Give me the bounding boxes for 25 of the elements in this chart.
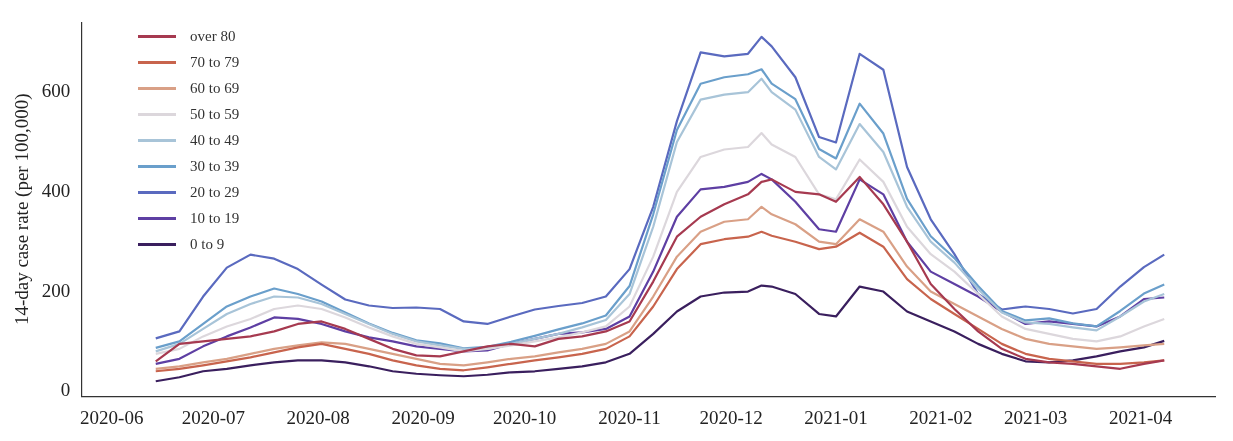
x-tick-label: 2020-07 [181,406,245,428]
legend-label: 70 to 79 [190,53,240,71]
y-axis-title: 14-day case rate (per 100,000) [11,93,34,326]
y-tick-label: 0 [60,379,71,401]
legend-label: 40 to 49 [190,131,240,149]
y-tick-label: 600 [41,80,71,102]
x-tick-label: 2021-03 [1003,406,1068,428]
legend-label: 30 to 39 [190,157,240,175]
y-tick-label: 200 [41,279,71,301]
legend-label: 50 to 59 [190,105,240,123]
x-tick-label: 2020-08 [286,406,350,428]
legend-label: over 80 [190,27,236,45]
legend-label: 0 to 9 [190,235,225,253]
x-tick-label: 2020-10 [492,406,557,428]
legend-label: 60 to 69 [190,79,240,97]
x-tick-label: 2020-06 [80,406,144,428]
legend-label: 10 to 19 [190,209,240,227]
x-tick-label: 2020-09 [391,406,455,428]
x-tick-label: 2020-12 [699,406,763,428]
x-tick-label: 2020-11 [598,406,661,428]
x-tick-label: 2021-01 [804,406,868,428]
x-tick-label: 2021-02 [909,406,973,428]
y-tick-label: 400 [41,179,71,201]
legend-label: 20 to 29 [190,183,240,201]
x-tick-label: 2021-04 [1108,406,1173,428]
